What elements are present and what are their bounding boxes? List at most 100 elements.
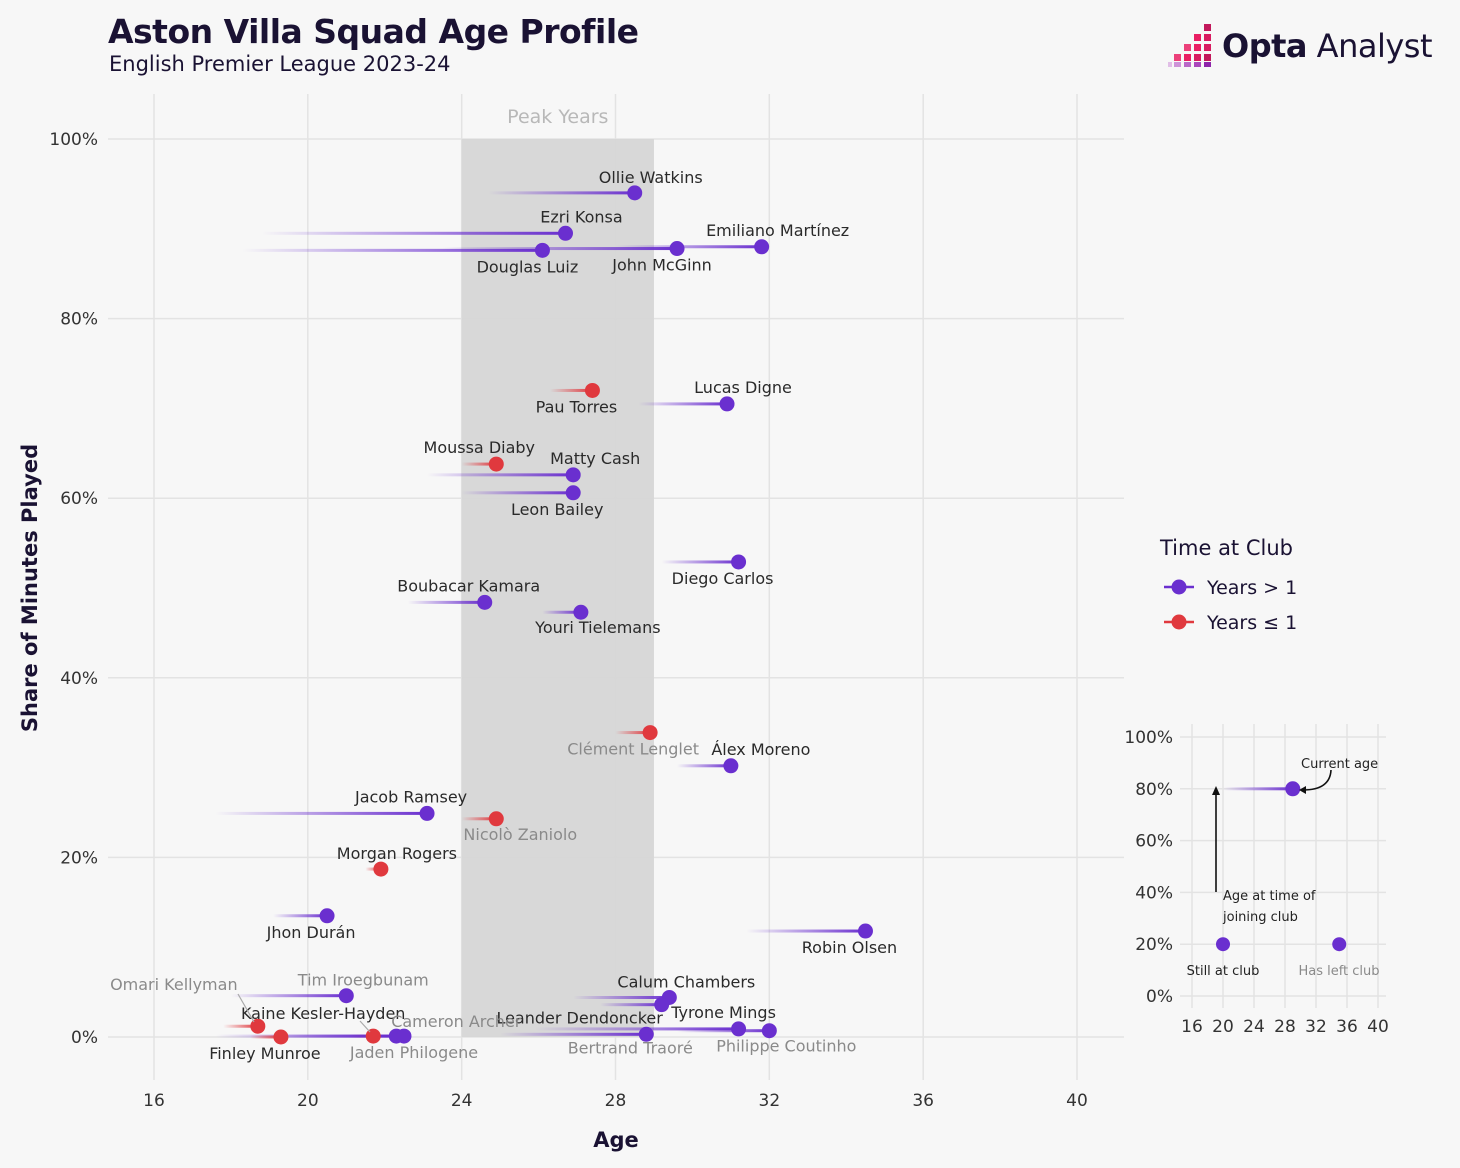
inset-left-point	[1332, 937, 1347, 952]
player-point-clement-lenglet	[642, 725, 658, 741]
explainer-inset: 16 20 24 28 32 36 40 0% 20% 40% 60% 80% 100% Current …	[1124, 724, 1389, 1037]
tenure-line-clement-lenglet	[615, 731, 651, 735]
inset-x-tick-label: 16	[1181, 1017, 1203, 1037]
player-point-lucas-digne	[719, 396, 735, 412]
inset-example-point	[1285, 781, 1301, 797]
player-label-jaden-philogene: Jaden Philogene	[349, 1043, 478, 1062]
inset-current-arrow	[1302, 769, 1332, 791]
player-point-leon-bailey	[565, 485, 581, 501]
tenure-line-philippe-coutinho	[677, 1029, 770, 1033]
tenure-line-robin-olsen	[746, 929, 866, 933]
tenure-line-tim-iroegbunam	[230, 994, 347, 998]
player-point-tim-iroegbunam	[338, 988, 354, 1004]
tenure-line-matty-cash	[427, 473, 574, 477]
player-point-alex-moreno	[723, 758, 739, 774]
tenure-line-lucas-digne	[638, 402, 728, 406]
player-point-boubacar-kamara	[477, 594, 493, 610]
tenure-line-leon-bailey	[461, 491, 574, 495]
player-point-youri-tielemans	[573, 604, 589, 620]
player-point-finley-munroe	[273, 1029, 289, 1045]
player-label-ollie-watkins: Ollie Watkins	[599, 168, 703, 187]
inset-y-tick-label: 60%	[1135, 832, 1173, 852]
tenure-line-tyrone-mings	[534, 1027, 739, 1031]
x-axis-title: Age	[593, 1128, 639, 1152]
inset-x-tick-label: 24	[1243, 1017, 1265, 1037]
player-label-ezri-konsa: Ezri Konsa	[540, 207, 622, 226]
player-label-clement-lenglet: Clément Lenglet	[567, 740, 699, 759]
y-tick-label: 20%	[60, 848, 98, 868]
tenure-line-emiliano-martinez	[615, 245, 762, 249]
player-label-john-mcginn: John McGinn	[611, 256, 712, 275]
inset-joining-age-label-2: joining club	[1222, 910, 1298, 925]
y-tick-label: 0%	[71, 1028, 98, 1048]
inset-x-tick-label: 36	[1336, 1017, 1358, 1037]
player-label-moussa-diaby: Moussa Diaby	[424, 438, 536, 457]
tenure-line-nicolo-zaniolo	[461, 817, 497, 821]
player-label-bertrand-traore: Bertrand Traoré	[568, 1038, 693, 1057]
player-point-john-mcginn	[669, 241, 685, 257]
player-label-robin-olsen: Robin Olsen	[802, 938, 897, 957]
x-tick-label: 32	[759, 1091, 781, 1111]
x-tick-label: 36	[912, 1091, 934, 1111]
chart-subtitle: English Premier League 2023-24	[109, 52, 451, 76]
tenure-line-boubacar-kamara	[407, 600, 485, 604]
player-label-boubacar-kamara: Boubacar Kamara	[397, 576, 540, 595]
tenure-line-ezri-konsa	[261, 231, 566, 235]
player-label-tyrone-mings: Tyrone Mings	[670, 1003, 776, 1022]
x-tick-label: 16	[143, 1091, 165, 1111]
tenure-line-leander-dendoncker	[600, 1003, 662, 1007]
tenure-line-jhon-duran	[273, 914, 328, 918]
logo-wordmark: Opta Analyst	[1222, 27, 1433, 65]
player-point-pau-torres	[584, 382, 600, 398]
player-point-jacob-ramsey	[419, 805, 435, 821]
axes: 16 20 24 28 32 36 40 0% 20% 40% 60% 80% 100% Age Share…	[18, 130, 1088, 1152]
tenure-line-moussa-diaby	[461, 462, 497, 466]
player-label-kaine-kesler-hayden: Kaine Kesler-Hayden	[241, 1004, 405, 1023]
player-point-emiliano-martinez	[754, 239, 770, 255]
player-point-morgan-rogers	[373, 861, 389, 877]
player-point-tyrone-mings	[731, 1021, 747, 1037]
tenure-line-omari-kellyman	[223, 1024, 258, 1028]
player-label-finley-munroe: Finley Munroe	[209, 1044, 320, 1063]
player-label-morgan-rogers: Morgan Rogers	[337, 844, 457, 863]
y-axis-title: Share of Minutes Played	[18, 444, 42, 732]
player-point-jhon-duran	[319, 908, 335, 924]
legend-label-le1: Years ≤ 1	[1206, 612, 1297, 634]
player-point-douglas-luiz	[534, 242, 550, 258]
player-point-jaden-philogene	[396, 1028, 412, 1044]
inset-example-line	[1223, 787, 1293, 791]
chart-title: Aston Villa Squad Age Profile	[108, 12, 639, 51]
tenure-lines	[215, 191, 866, 1039]
player-point-ezri-konsa	[558, 225, 574, 241]
inset-y-tick-label: 40%	[1135, 883, 1173, 903]
player-point-nicolo-zaniolo	[488, 811, 504, 827]
legend: Time at Club Years > 1 Years ≤ 1	[1159, 536, 1297, 634]
legend-key-dot	[1171, 614, 1187, 630]
player-point-philippe-coutinho	[761, 1023, 777, 1039]
tenure-line-morgan-rogers	[365, 867, 381, 871]
opta-analyst-logo: Opta Analyst	[1168, 24, 1433, 72]
inset-current-age-label: Current age	[1301, 757, 1378, 772]
player-point-leander-dendoncker	[654, 997, 670, 1013]
y-tick-label: 100%	[49, 130, 98, 150]
player-label-cameron-archer: Cameron Archer	[391, 1012, 522, 1031]
inset-x-tick-label: 28	[1274, 1017, 1296, 1037]
player-label-omari-kellyman: Omari Kellyman	[110, 975, 238, 994]
legend-label-gt1: Years > 1	[1206, 577, 1297, 599]
player-label-douglas-luiz: Douglas Luiz	[477, 257, 579, 276]
player-point-robin-olsen	[857, 923, 873, 939]
peak-years-band: Peak Years	[461, 106, 654, 1037]
opta-logo-icon	[1168, 24, 1211, 67]
player-point-bertrand-traore	[638, 1026, 654, 1042]
player-point-diego-carlos	[731, 554, 747, 570]
inset-still-point	[1216, 937, 1230, 952]
inset-y-tick-label: 0%	[1146, 987, 1173, 1007]
player-point-ollie-watkins	[627, 185, 643, 201]
leader-line-omari-kellyman	[237, 993, 255, 1023]
player-points	[250, 185, 873, 1045]
inset-y-tick-label: 100%	[1124, 728, 1173, 748]
player-label-calum-chambers: Calum Chambers	[617, 972, 755, 991]
player-label-philippe-coutinho: Philippe Coutinho	[716, 1037, 856, 1056]
x-tick-label: 40	[1066, 1091, 1088, 1111]
peak-years-label: Peak Years	[507, 106, 608, 128]
